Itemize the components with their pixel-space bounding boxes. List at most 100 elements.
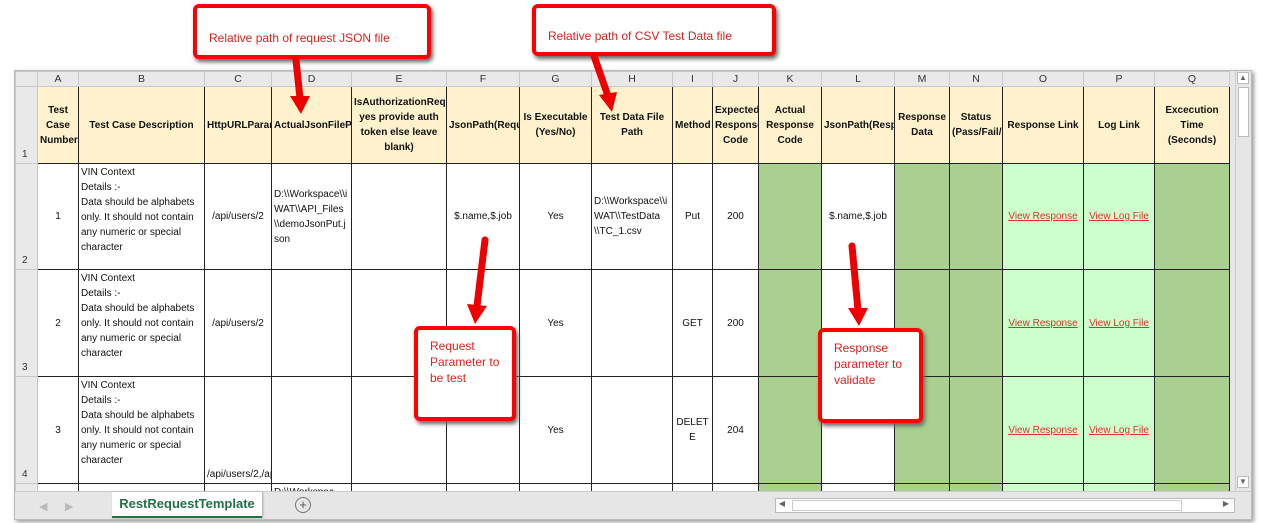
cell-J[interactable]: 200: [712, 269, 759, 377]
header-cell[interactable]: IsAuthorizationRequired(If yes provide a…: [351, 86, 447, 164]
view-log-link[interactable]: View Log File: [1089, 317, 1149, 329]
cell-A[interactable]: 2: [37, 269, 79, 377]
horizontal-scroll-thumb[interactable]: [792, 500, 1182, 511]
column-header-O[interactable]: O: [1002, 71, 1084, 87]
cell-I[interactable]: DELETE: [672, 376, 713, 484]
cell-B[interactable]: VIN Context Details :- Data should be al…: [78, 269, 205, 377]
scroll-down-icon[interactable]: ▼: [1237, 476, 1249, 488]
cell-C[interactable]: /api/users/2,/api/register: [204, 376, 272, 484]
cell-Q[interactable]: [1154, 269, 1230, 377]
cell-P[interactable]: View Log File: [1083, 269, 1155, 377]
column-header-L[interactable]: L: [821, 71, 895, 87]
column-header-I[interactable]: I: [672, 71, 713, 87]
cell-N[interactable]: [949, 269, 1003, 377]
cell-I[interactable]: Put: [672, 163, 713, 270]
row-number[interactable]: 3: [15, 269, 38, 377]
prev-sheet-icon[interactable]: ◀: [39, 501, 48, 513]
cell-O[interactable]: View Response: [1002, 376, 1084, 484]
cell-N[interactable]: [949, 163, 1003, 270]
cell-K[interactable]: [758, 163, 822, 270]
cell-G[interactable]: Yes: [519, 376, 592, 484]
select-all-corner[interactable]: [15, 71, 38, 87]
column-header-M[interactable]: M: [894, 71, 950, 87]
header-cell[interactable]: Response Link: [1002, 86, 1084, 164]
cell-O[interactable]: View Response: [1002, 269, 1084, 377]
scroll-up-icon[interactable]: ▲: [1237, 72, 1249, 84]
cell-G[interactable]: Yes: [519, 269, 592, 377]
scroll-right-icon[interactable]: ▶: [1220, 499, 1232, 511]
column-header-H[interactable]: H: [591, 71, 673, 87]
header-cell[interactable]: JsonPath(Request): [446, 86, 520, 164]
cell-C[interactable]: /api/users/2: [204, 269, 272, 377]
cell-Q[interactable]: [1154, 163, 1230, 270]
cell-N[interactable]: [949, 376, 1003, 484]
cell-J[interactable]: 200: [712, 163, 759, 270]
column-header-C[interactable]: C: [204, 71, 272, 87]
column-header-D[interactable]: D: [271, 71, 352, 87]
cell-B[interactable]: VIN Context Details :- Data should be al…: [78, 376, 205, 484]
cell-J[interactable]: 204: [712, 376, 759, 484]
add-sheet-button[interactable]: +: [295, 497, 311, 513]
column-header-Q[interactable]: Q: [1154, 71, 1230, 87]
cell-H[interactable]: [591, 376, 673, 484]
cell-G[interactable]: Yes: [519, 163, 592, 270]
column-header-B[interactable]: B: [78, 71, 205, 87]
cell-Q[interactable]: [1154, 376, 1230, 484]
vertical-scrollbar[interactable]: ▲ ▼: [1235, 71, 1251, 491]
header-cell[interactable]: Is Executable (Yes/No): [519, 86, 592, 164]
view-response-link[interactable]: View Response: [1008, 424, 1078, 436]
cell-C[interactable]: /api/users/2: [204, 163, 272, 270]
cell-F[interactable]: $.name,$.job: [446, 163, 520, 270]
header-cell[interactable]: Test Case Description: [78, 86, 205, 164]
column-header-N[interactable]: N: [949, 71, 1003, 87]
row-number[interactable]: 4: [15, 376, 38, 484]
header-cell[interactable]: Excecution Time (Seconds): [1154, 86, 1230, 164]
cell-D[interactable]: [271, 376, 352, 484]
sheet-tab[interactable]: RestRequestTemplate: [112, 492, 262, 518]
cell-L[interactable]: $.name,$.job: [821, 163, 895, 270]
column-header-G[interactable]: G: [519, 71, 592, 87]
header-cell[interactable]: Status (Pass/Fail/NotExecuted): [949, 86, 1003, 164]
cell-D[interactable]: [271, 269, 352, 377]
next-sheet-icon[interactable]: ▶: [65, 501, 74, 513]
header-cell[interactable]: ActualJsonFilePath: [271, 86, 352, 164]
cell-K[interactable]: [758, 376, 822, 484]
cell-M[interactable]: [894, 163, 950, 270]
column-header-F[interactable]: F: [446, 71, 520, 87]
header-cell[interactable]: Method: [672, 86, 713, 164]
column-header-E[interactable]: E: [351, 71, 447, 87]
cell-A[interactable]: 1: [37, 163, 79, 270]
header-cell[interactable]: Test Data File Path: [591, 86, 673, 164]
header-cell[interactable]: Response Data: [894, 86, 950, 164]
vertical-scroll-thumb[interactable]: [1238, 87, 1249, 137]
cell-I[interactable]: GET: [672, 269, 713, 377]
cell-D[interactable]: D:\\Workspace\\iWAT\\API_Files\\demoJson…: [271, 163, 352, 270]
view-log-link[interactable]: View Log File: [1089, 424, 1149, 436]
row-number[interactable]: 1: [15, 86, 38, 164]
column-header-P[interactable]: P: [1083, 71, 1155, 87]
cell-O[interactable]: View Response: [1002, 163, 1084, 270]
cell-K[interactable]: [758, 269, 822, 377]
header-cell[interactable]: Log Link: [1083, 86, 1155, 164]
header-cell[interactable]: Expected Response Code: [712, 86, 759, 164]
header-cell[interactable]: Test Case Number: [37, 86, 79, 164]
view-log-link[interactable]: View Log File: [1089, 211, 1149, 222]
row-number[interactable]: 2: [15, 163, 38, 270]
header-cell[interactable]: Actual Response Code: [758, 86, 822, 164]
cell-P[interactable]: View Log File: [1083, 163, 1155, 270]
cell-H[interactable]: D:\\Workspace\\iWAT\\TestData\\TC_1.csv: [591, 163, 673, 270]
cell-H[interactable]: [591, 269, 673, 377]
cell-E[interactable]: [351, 163, 447, 270]
view-response-link[interactable]: View Response: [1008, 211, 1078, 222]
header-cell[interactable]: HttpURLParamater: [204, 86, 272, 164]
header-cell[interactable]: JsonPath(Response): [821, 86, 895, 164]
view-response-link[interactable]: View Response: [1008, 317, 1078, 329]
column-header-K[interactable]: K: [758, 71, 822, 87]
cell-A[interactable]: 3: [37, 376, 79, 484]
cell-B[interactable]: VIN Context Details :- Data should be al…: [78, 163, 205, 270]
scroll-left-icon[interactable]: ◀: [776, 499, 788, 511]
column-header-A[interactable]: A: [37, 71, 79, 87]
column-header-J[interactable]: J: [712, 71, 759, 87]
cell-P[interactable]: View Log File: [1083, 376, 1155, 484]
horizontal-scrollbar[interactable]: ◀ ▶: [775, 498, 1235, 513]
